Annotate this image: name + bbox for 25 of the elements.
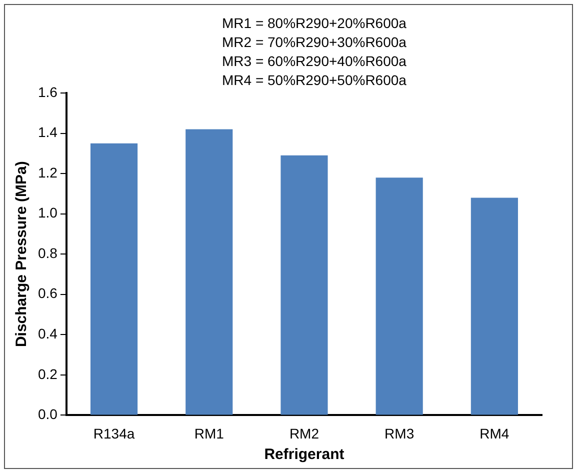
y-tick-label: 0.4 xyxy=(38,326,58,342)
x-tick-label: R134a xyxy=(93,425,135,442)
y-tick-label: 0.8 xyxy=(38,244,58,261)
y-tick-label: 0.6 xyxy=(38,285,58,302)
bar xyxy=(90,143,138,415)
y-tick-label: 1.2 xyxy=(38,164,58,180)
y-tick-label: 1.0 xyxy=(38,204,58,221)
x-tick-label: RM3 xyxy=(384,425,414,442)
text: MR2 = 70%R290+30%R600a xyxy=(222,34,407,50)
text: MR4 = 50%R290+50%R600a xyxy=(222,72,407,88)
text: MR3 = 60%R290+40%R600a xyxy=(222,52,407,69)
y-tick-label: 0.0 xyxy=(38,406,58,422)
x-tick-label: RM4 xyxy=(480,425,510,442)
x-tick-label: RM2 xyxy=(289,425,320,442)
y-axis-title: Discharge Pressure (MPa) xyxy=(13,161,30,348)
x-axis-title: Refrigerant xyxy=(264,446,344,464)
y-tick-label: 1.4 xyxy=(38,124,58,140)
bar xyxy=(186,129,233,415)
y-tick-label: 0.2 xyxy=(38,366,58,382)
bar xyxy=(280,155,328,415)
bar xyxy=(470,198,518,415)
text: MR1 = 80%R290+20%R600a xyxy=(222,14,407,31)
bar xyxy=(376,178,423,415)
y-tick-label: 1.6 xyxy=(38,84,58,100)
x-tick-label: RM1 xyxy=(194,425,224,442)
